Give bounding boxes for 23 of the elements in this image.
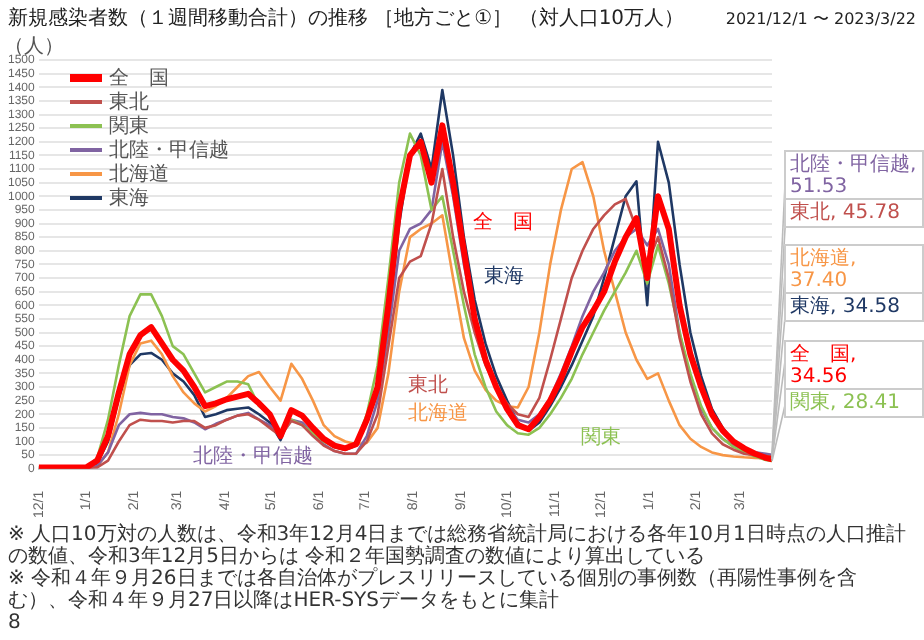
legend-label: 全 国	[106, 68, 171, 91]
legend-label: 東海	[106, 188, 151, 212]
legend-label: 北陸・甲信越	[106, 140, 229, 163]
legend-label: 関東	[106, 116, 151, 139]
annotation: 東海, 34.58	[784, 292, 924, 323]
annotation: 東海	[483, 264, 524, 289]
annotation: 北海道, 37.40	[784, 244, 924, 297]
annotation: 関東, 28.41	[784, 387, 924, 417]
legend-label: 北海道	[106, 164, 171, 187]
annotation: 全 国	[473, 209, 534, 234]
annotation: 関東	[580, 425, 621, 450]
text: 2021/12/1 〜 2023/3/22	[725, 8, 916, 30]
text: ※ 人口10万対の人数は、令和3年12月4日までは総務省統計局における各年10月1日時点の人口推計の数値、令和3年12月5日からは 令和２年国勢調査の数値により算出している	[8, 524, 908, 568]
text: ※ 令和４年９月26日までは各自治体がプレスリリースしている個別の事例数（再陽性事例を含む）、令和４年９月27日以降はHER-SYSデータをもとに集計	[8, 568, 859, 612]
annotation: 北海道	[408, 400, 469, 425]
legend-label: 東北	[106, 92, 151, 115]
annotation: 全 国, 34.56	[784, 339, 924, 392]
chart-title: 新規感染者数（１週間移動合計）の推移 ［地方ごと①］ （対人口10万人）	[8, 5, 685, 32]
annotation: 東北, 45.78	[784, 197, 924, 228]
annotation: 北陸・甲信越	[192, 444, 313, 469]
annotation: 東北	[408, 373, 449, 398]
annotation: 北陸・甲信越, 51.53	[784, 149, 924, 202]
text: 8	[8, 612, 23, 634]
